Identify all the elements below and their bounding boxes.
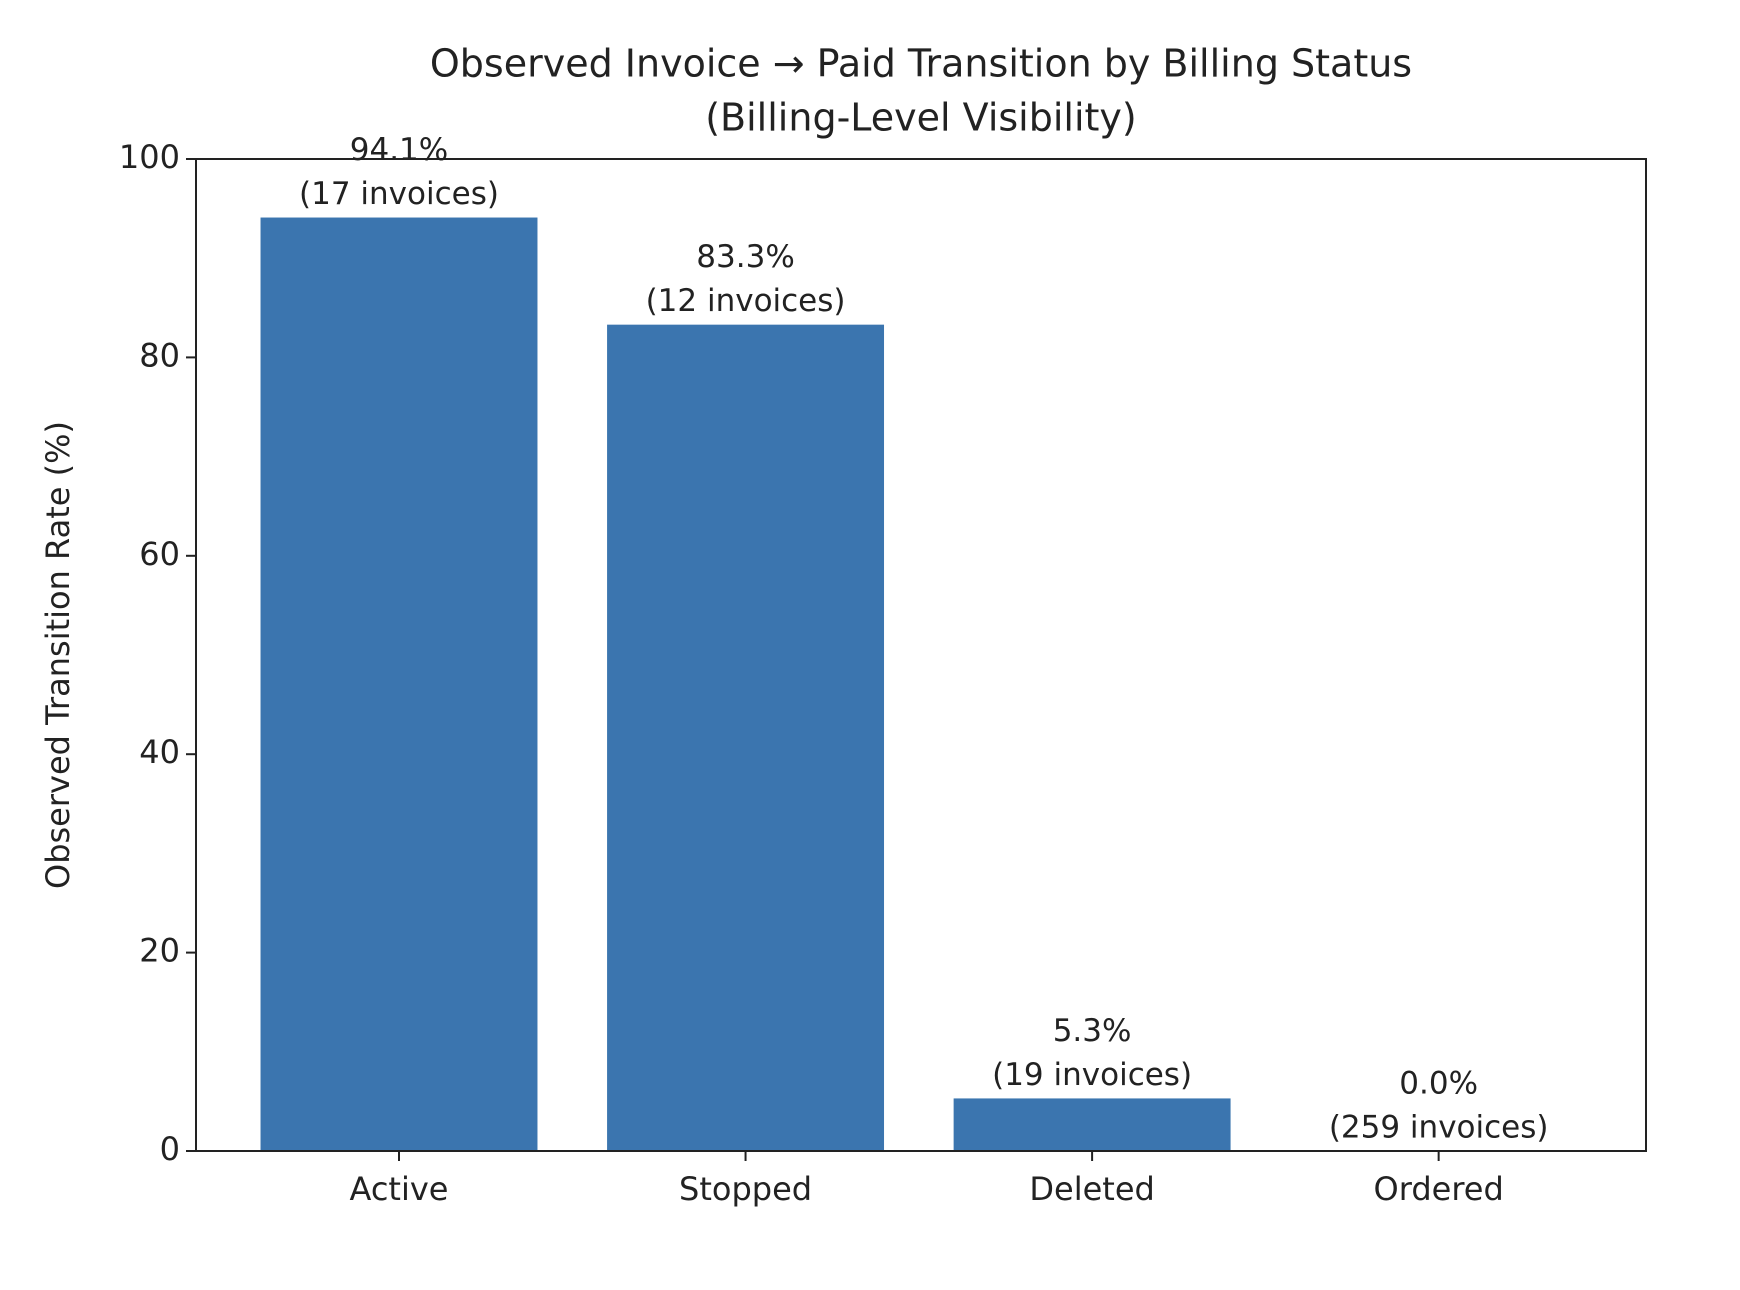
value-label: 83.3% — [696, 239, 794, 275]
bar — [607, 324, 885, 1151]
bar — [260, 217, 538, 1151]
x-tick-label: Stopped — [679, 1170, 812, 1208]
y-tick-label: 20 — [139, 932, 180, 970]
y-tick-label: 100 — [119, 138, 180, 176]
y-tick-label: 80 — [139, 336, 180, 374]
x-tick-label: Deleted — [1029, 1170, 1154, 1208]
value-label: 0.0% — [1399, 1066, 1478, 1102]
y-tick-label: 40 — [139, 733, 180, 771]
chart-subtitle: (Billing-Level Visibility) — [705, 96, 1137, 140]
y-tick-label: 0 — [160, 1130, 180, 1168]
y-tick-label: 60 — [139, 535, 180, 573]
value-label: 5.3% — [1053, 1013, 1132, 1049]
y-axis-label: Observed Transition Rate (%) — [39, 421, 77, 889]
count-label: (12 invoices) — [646, 283, 846, 319]
bar — [953, 1098, 1231, 1151]
x-tick-label: Ordered — [1374, 1170, 1504, 1208]
count-label: (259 invoices) — [1329, 1110, 1549, 1146]
value-label: 94.1% — [350, 132, 448, 168]
plot-frame — [195, 158, 1647, 1152]
chart-title: Observed Invoice → Paid Transition by Bi… — [430, 42, 1412, 86]
count-label: (17 invoices) — [299, 176, 499, 212]
count-label: (19 invoices) — [992, 1057, 1192, 1093]
x-tick-label: Active — [350, 1170, 449, 1208]
